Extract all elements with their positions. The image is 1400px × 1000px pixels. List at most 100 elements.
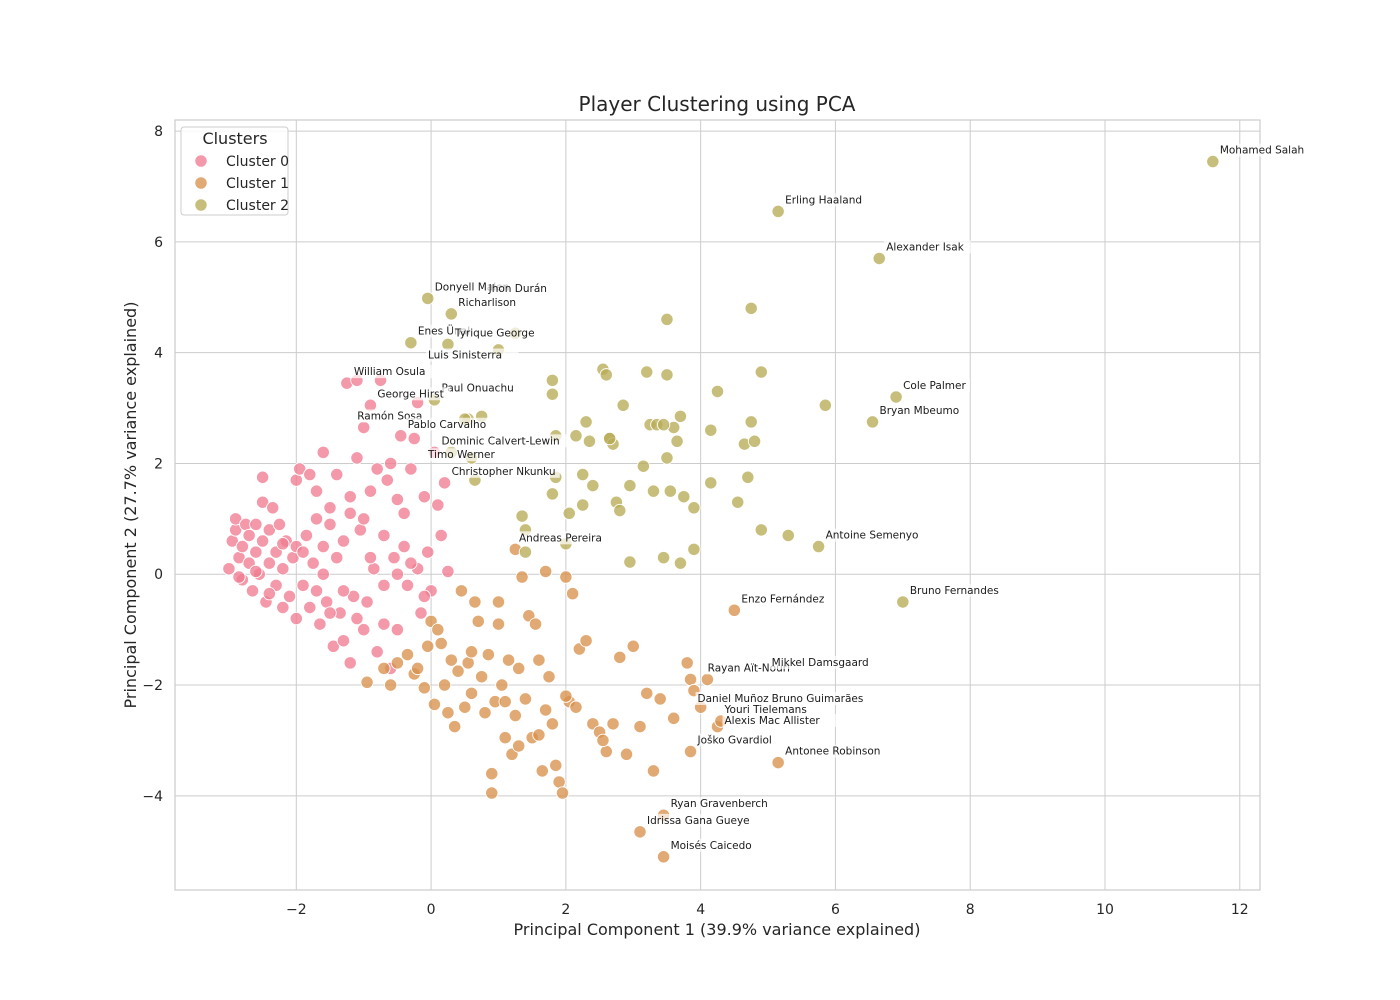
data-point: [623, 478, 637, 493]
data-point: [491, 617, 506, 631]
data-point: [501, 653, 516, 667]
data-point: [532, 653, 546, 667]
data-point: [1206, 154, 1220, 169]
player-annotation: Richarlison: [458, 297, 516, 309]
data-point: [646, 484, 661, 498]
annotation-background: [425, 448, 495, 462]
player-annotation: Erling Haaland: [785, 194, 862, 206]
annotation-background: [668, 838, 756, 852]
player-annotation: Christopher Nkunku: [452, 466, 556, 478]
data-point: [245, 584, 260, 598]
annotation-background: [405, 417, 493, 431]
data-point: [319, 595, 334, 609]
data-point: [464, 686, 479, 700]
data-point: [390, 492, 405, 507]
y-tick-label: 4: [154, 346, 163, 362]
data-point: [249, 517, 263, 532]
data-point: [417, 490, 431, 504]
data-point: [667, 711, 681, 725]
data-point: [343, 656, 357, 670]
data-point: [683, 744, 698, 759]
data-point: [471, 614, 485, 628]
data-point: [545, 387, 560, 401]
data-point: [232, 570, 246, 584]
data-point: [377, 578, 391, 592]
data-point: [303, 467, 317, 482]
data-point: [400, 578, 415, 592]
data-point: [404, 556, 418, 570]
data-point: [731, 495, 745, 509]
data-point: [394, 429, 408, 443]
annotation-background: [722, 714, 839, 728]
data-point: [299, 528, 314, 543]
data-point: [363, 484, 378, 498]
annotation-background: [449, 464, 560, 478]
data-point: [747, 434, 762, 448]
annotation-background: [1217, 143, 1299, 157]
data-point: [670, 434, 684, 448]
player-annotation: Enzo Fernández: [741, 593, 824, 605]
x-axis-label: Principal Component 1 (39.9% variance ex…: [514, 920, 921, 939]
data-point: [576, 498, 590, 512]
data-point: [377, 528, 391, 543]
data-point: [316, 539, 330, 554]
data-point: [323, 501, 337, 515]
data-point: [390, 567, 405, 581]
annotation-background: [783, 744, 882, 758]
annotation-background: [769, 655, 869, 669]
player-annotation: Rayan Aït-Nouri: [708, 662, 790, 674]
data-point: [545, 717, 560, 731]
data-point: [491, 595, 506, 609]
player-annotation: Cole Palmer: [903, 380, 966, 392]
data-point: [495, 678, 509, 692]
data-point: [535, 764, 549, 778]
player-annotation: Daniel Muñoz: [698, 693, 770, 705]
data-point: [741, 470, 755, 484]
player-annotation: Mohamed Salah: [1220, 145, 1304, 157]
data-point: [559, 570, 573, 584]
data-point: [249, 564, 263, 579]
annotation-background: [645, 813, 756, 827]
data-point: [539, 703, 553, 717]
data-point: [421, 291, 435, 306]
data-point: [444, 307, 458, 321]
plot-area: [175, 120, 1260, 890]
data-point: [262, 523, 276, 537]
data-point: [512, 739, 526, 753]
player-annotation: Andreas Pereira: [519, 532, 602, 544]
data-point: [434, 636, 448, 651]
data-point: [293, 462, 307, 476]
data-point: [417, 589, 431, 604]
data-point: [683, 672, 698, 687]
data-point: [626, 639, 640, 653]
data-point: [431, 622, 445, 637]
data-point: [481, 647, 496, 662]
annotation-background: [722, 703, 815, 717]
data-point: [346, 589, 361, 604]
data-point: [367, 562, 381, 576]
data-point: [296, 578, 310, 592]
data-point: [222, 562, 236, 576]
data-point: [350, 451, 364, 465]
annotation-background: [695, 691, 771, 705]
data-point: [542, 670, 556, 684]
data-point: [461, 656, 475, 670]
data-point: [370, 645, 384, 659]
data-point: [771, 755, 785, 770]
data-point: [616, 398, 630, 412]
y-tick-label: 0: [154, 567, 163, 583]
data-point: [360, 595, 374, 609]
data-point: [576, 467, 590, 482]
annotation-background: [355, 409, 419, 423]
data-point: [289, 473, 303, 487]
x-tick-label: 0: [427, 902, 436, 918]
data-point: [562, 506, 576, 520]
data-point: [744, 415, 758, 429]
data-point: [380, 473, 394, 487]
data-point: [336, 534, 351, 548]
data-point: [390, 656, 405, 670]
player-annotation: Jhon Durán: [488, 283, 547, 295]
data-point: [272, 517, 287, 532]
data-point: [343, 490, 357, 504]
annotation-background: [901, 378, 970, 392]
